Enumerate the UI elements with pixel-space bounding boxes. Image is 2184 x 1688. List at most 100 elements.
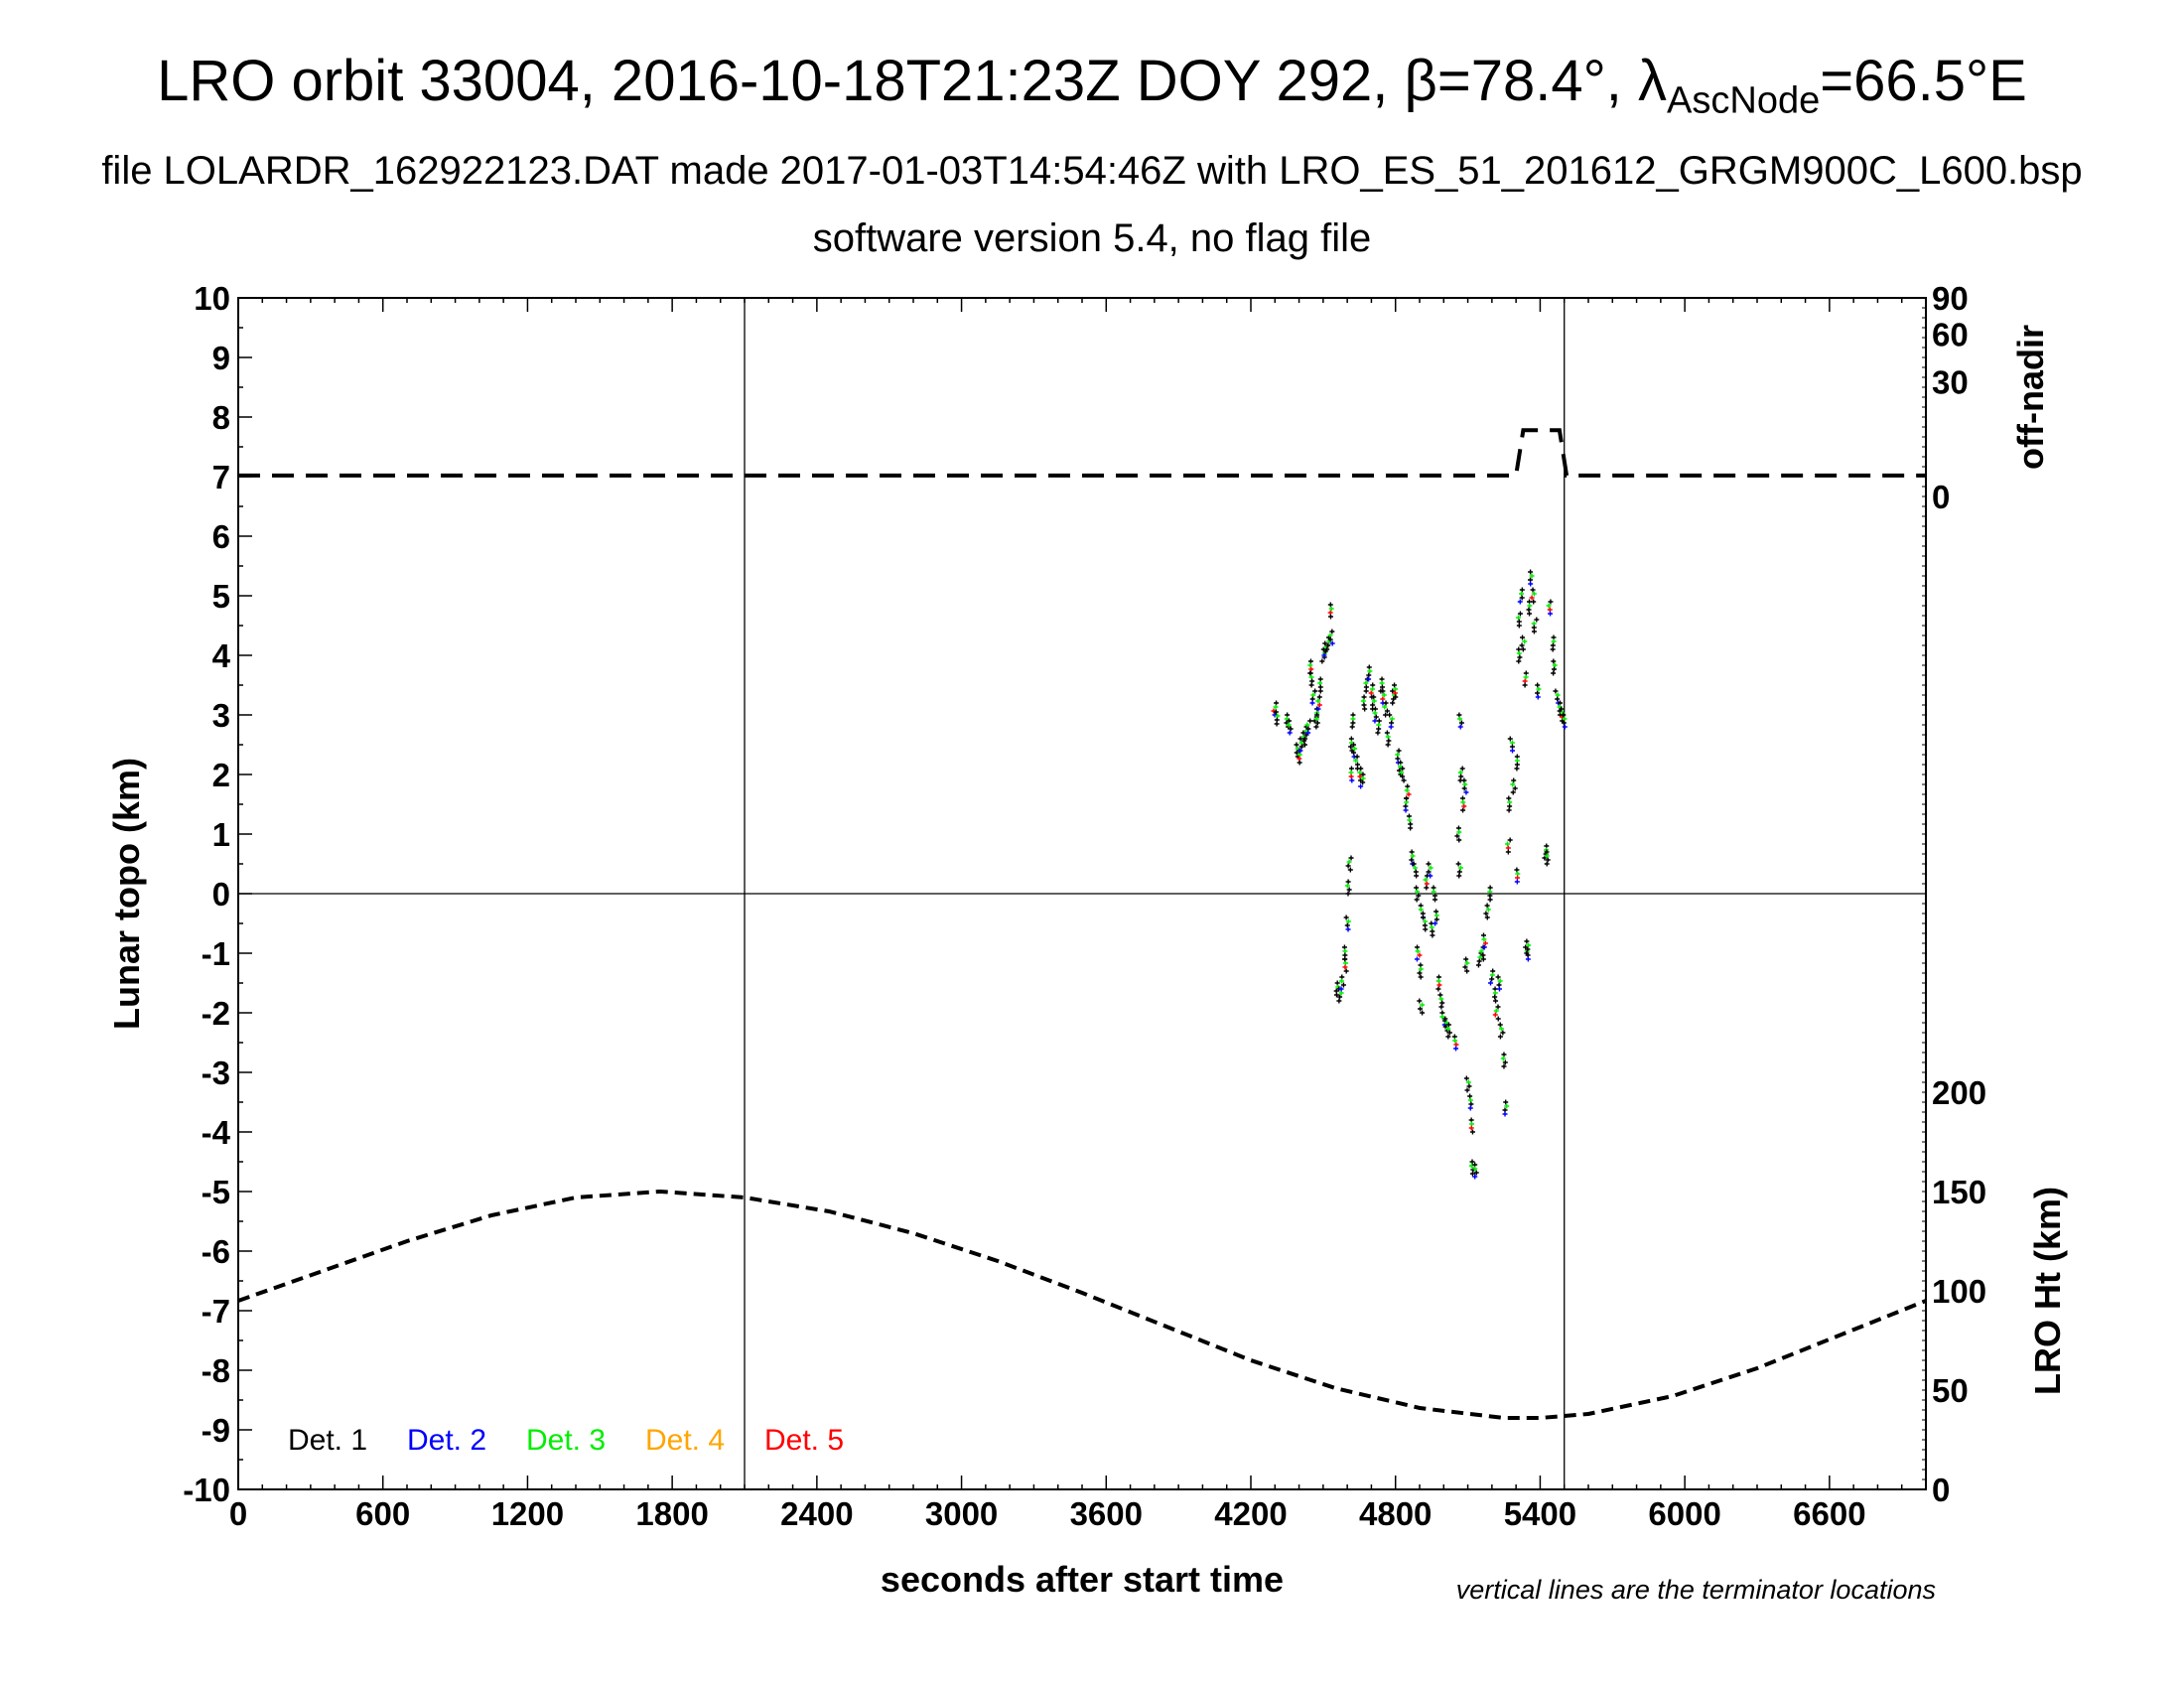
topo-point-mark	[1445, 1022, 1451, 1028]
topo-point	[1321, 640, 1329, 658]
topo-point-mark	[1315, 706, 1321, 712]
topo-point-mark	[1418, 974, 1424, 980]
y-tick-label: -3	[202, 1055, 230, 1091]
legend-entry: Det. 3	[526, 1424, 606, 1457]
topo-point-mark	[1445, 1026, 1451, 1032]
topo-point	[1514, 867, 1521, 885]
topo-point-mark	[1536, 686, 1542, 692]
topo-point-mark	[1338, 986, 1344, 992]
y-tick-label: 7	[212, 459, 230, 495]
topo-point-mark	[1488, 980, 1493, 986]
topo-point-mark	[1307, 670, 1313, 676]
y-tick-label: -2	[202, 995, 230, 1032]
topo-point-mark	[1431, 889, 1436, 895]
topo-point-mark	[1327, 636, 1333, 642]
topo-point-mark	[1363, 688, 1369, 694]
topo-point-mark	[1528, 581, 1534, 587]
topo-point	[1372, 706, 1379, 724]
topo-point	[1431, 885, 1438, 903]
topo-point-mark	[1504, 1103, 1510, 1109]
topo-point-mark	[1302, 736, 1308, 742]
topo-point-mark	[1519, 642, 1525, 648]
off-nadir-tick-label: 30	[1932, 364, 1969, 401]
topo-point-mark	[1459, 766, 1465, 772]
topo-point-mark	[1531, 629, 1537, 634]
topo-point	[1348, 766, 1355, 783]
topo-point-mark	[1551, 670, 1557, 676]
topo-point	[1307, 670, 1315, 688]
topo-point-mark	[1522, 682, 1528, 688]
topo-point-mark	[1305, 730, 1311, 736]
topo-point-mark	[1446, 1030, 1452, 1036]
topo-point-mark	[1396, 748, 1402, 754]
topo-point-mark	[1287, 730, 1293, 736]
topo-point-mark	[1442, 1024, 1448, 1030]
topo-point-mark	[1383, 700, 1389, 706]
topo-point-mark	[1514, 766, 1520, 772]
topo-point	[1357, 766, 1364, 783]
topo-point-mark	[1468, 1125, 1474, 1131]
topo-point-mark	[1463, 789, 1469, 795]
legend-entry: Det. 5	[764, 1424, 844, 1457]
topo-point-mark	[1414, 956, 1420, 962]
topo-point-mark	[1428, 873, 1433, 879]
topo-point-mark	[1506, 807, 1512, 813]
topo-point-mark	[1461, 803, 1467, 809]
terminator-note: vertical lines are the terminator locati…	[1456, 1575, 1936, 1605]
topo-point-mark	[1424, 885, 1430, 891]
legend-entry: Det. 4	[645, 1424, 725, 1457]
x-tick-label: 3600	[1070, 1495, 1143, 1532]
topo-point-mark	[1529, 573, 1535, 579]
topo-point	[1360, 694, 1368, 712]
topo-point-mark	[1506, 795, 1512, 801]
topo-point	[1506, 795, 1513, 813]
y-tick-label: -9	[202, 1412, 230, 1449]
topo-point	[1273, 709, 1281, 727]
topo-point-mark	[1526, 942, 1532, 948]
x-tick-label: 6000	[1648, 1495, 1720, 1532]
topo-point-mark	[1511, 777, 1517, 783]
topo-point	[1345, 855, 1354, 873]
topo-point-mark	[1514, 867, 1520, 873]
topo-point-mark	[1528, 569, 1534, 575]
topo-point-mark	[1551, 666, 1557, 672]
topo-point-mark	[1456, 837, 1462, 843]
topo-point-mark	[1457, 724, 1463, 730]
topo-point-mark	[1497, 1034, 1503, 1040]
topo-point-mark	[1520, 646, 1526, 652]
off-nadir-curve	[238, 428, 1926, 478]
topo-point-mark	[1456, 829, 1462, 835]
topo-point-mark	[1544, 853, 1550, 859]
topo-point	[1384, 730, 1392, 748]
topo-point-mark	[1342, 964, 1348, 970]
topo-point-mark	[1467, 1105, 1473, 1111]
topo-point-mark	[1343, 968, 1349, 974]
chart-subtitle-software: software version 5.4, no flag file	[812, 216, 1372, 260]
topo-point-mark	[1418, 1006, 1424, 1012]
topo-point-mark	[1329, 629, 1335, 634]
topo-point	[1561, 712, 1568, 730]
topo-point-mark	[1454, 833, 1460, 839]
topo-point-mark	[1328, 606, 1334, 612]
topo-point-mark	[1497, 978, 1503, 984]
topo-point-mark	[1380, 688, 1386, 694]
topo-point-mark	[1552, 662, 1558, 668]
topo-point	[1544, 849, 1551, 867]
topo-point-mark	[1517, 599, 1523, 605]
topo-point	[1429, 920, 1435, 938]
topo-point	[1514, 754, 1520, 772]
topo-point-mark	[1464, 1087, 1470, 1093]
topo-point-mark	[1327, 602, 1333, 608]
topo-point-mark	[1524, 938, 1530, 944]
topo-point	[1349, 712, 1356, 730]
topo-point-mark	[1497, 1022, 1503, 1028]
topo-point	[1460, 795, 1467, 813]
topo-point-mark	[1478, 948, 1484, 954]
topo-point	[1317, 676, 1323, 694]
topo-point	[1492, 1004, 1501, 1022]
topo-point	[1515, 611, 1523, 629]
topo-point	[1456, 712, 1464, 730]
altitude-curve	[237, 1189, 1927, 1420]
legend-entry: Det. 1	[288, 1424, 367, 1457]
topo-point	[1382, 700, 1390, 718]
